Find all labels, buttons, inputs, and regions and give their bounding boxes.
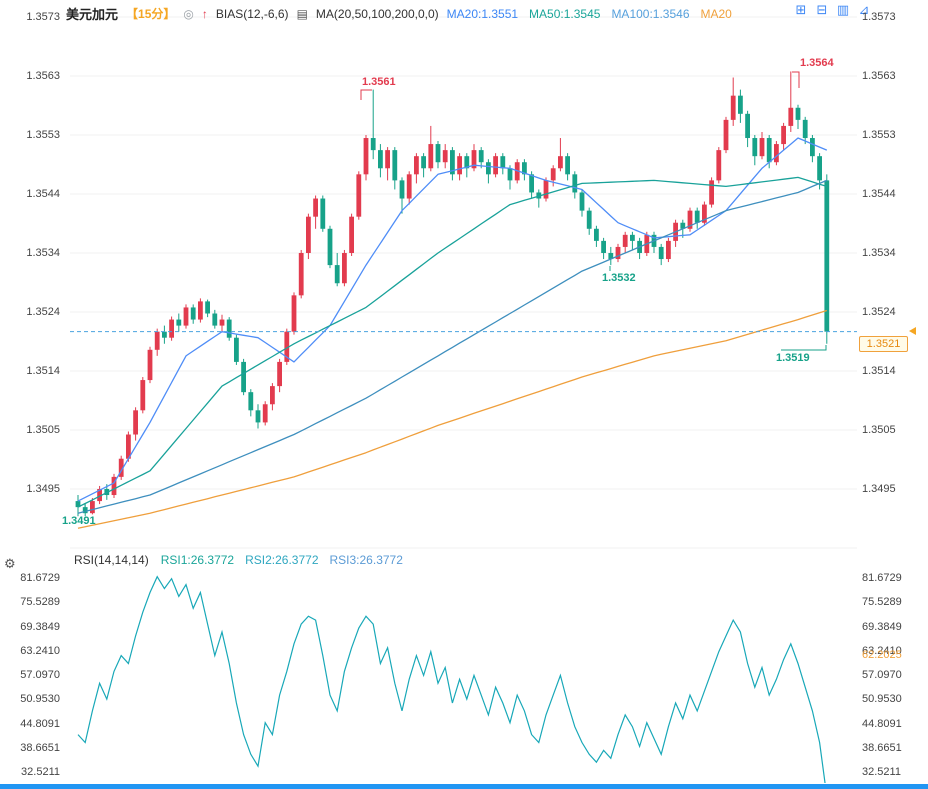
indicators-icon[interactable]: ⊿ [858, 2, 870, 17]
current-price-tag: 1.3521 [859, 336, 908, 352]
bar-chart-icon[interactable]: ▥ [836, 2, 850, 17]
rsi-legend-values: RSI1:26.3772 RSI2:26.3772 RSI3:26.3772 [161, 553, 403, 567]
ma-legend-value: MA100:1.3546 [611, 6, 690, 21]
split-screen-icon[interactable]: ⊟ [816, 2, 828, 17]
ma-legend-value: MA20 [700, 6, 732, 21]
main-chart-header: 美元加元 【15分】 ◎ ↑ BIAS(12,-6,6) ▤ MA(20,50,… [66, 4, 732, 23]
settings-gear-icon[interactable]: ⚙ [4, 556, 16, 571]
chart-toolbar: ⊞ ⊟ ▥ ⊿ [794, 3, 871, 17]
rsi-panel-header: RSI(14,14,14) RSI1:26.3772 RSI2:26.3772 RS… [74, 553, 403, 567]
ma-indicator-icon: ▤ [296, 6, 308, 21]
grid-layout-icon[interactable]: ⊞ [795, 2, 807, 17]
bias-indicator-label: BIAS(12,-6,6) [215, 6, 289, 21]
ma-legend-value: MA50:1.3545 [529, 6, 601, 21]
timeframe-selector[interactable]: 【15分】 [126, 7, 176, 21]
rsi-indicator-label: RSI(14,14,14) [74, 553, 149, 567]
rsi-legend-value: RSI3:26.3772 [329, 553, 403, 567]
symbol-name: 美元加元 [66, 7, 119, 22]
ma-legend-values: MA20:1.3551 MA50:1.3545 MA100:1.3546 MA20 [447, 7, 732, 21]
latest-price-arrow-icon[interactable] [909, 327, 916, 335]
visibility-icon[interactable]: ◎ [183, 6, 194, 21]
rsi-value-tag: 62.2025 [862, 649, 902, 661]
horizontal-scrollbar[interactable] [0, 784, 928, 789]
rsi-legend-value: RSI1:26.3772 [160, 553, 235, 567]
bias-indicator-icon: ↑ [201, 6, 208, 21]
ma-indicator-label: MA(20,50,100,200,0,0) [315, 6, 439, 21]
ma-legend-value: MA20:1.3551 [446, 6, 519, 21]
rsi-legend-value: RSI2:26.3772 [245, 553, 319, 567]
